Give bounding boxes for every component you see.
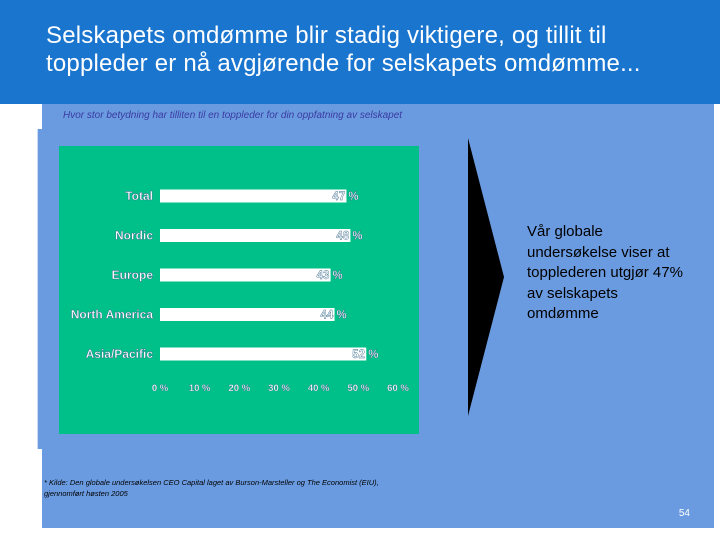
header-band: Selskapets omdømme blir stadig viktigere… [0, 0, 720, 104]
slide-title: Selskapets omdømme blir stadig viktigere… [46, 22, 641, 77]
footnote-line-2: gjennomført høsten 2005 [44, 489, 128, 498]
chart-background [59, 146, 419, 434]
arrow-shape [468, 138, 504, 416]
summary-text: Vår globale undersøkelse viser at topple… [527, 223, 683, 322]
footnote-line-1: * Kilde: Den globale undersøkelsen CEO C… [44, 478, 379, 487]
source-footnote: * Kilde: Den globale undersøkelsen CEO C… [44, 477, 424, 499]
page-number: 54 [678, 508, 690, 519]
chart-subtitle: Hvor stor betydning har tilliten til en … [63, 110, 403, 121]
